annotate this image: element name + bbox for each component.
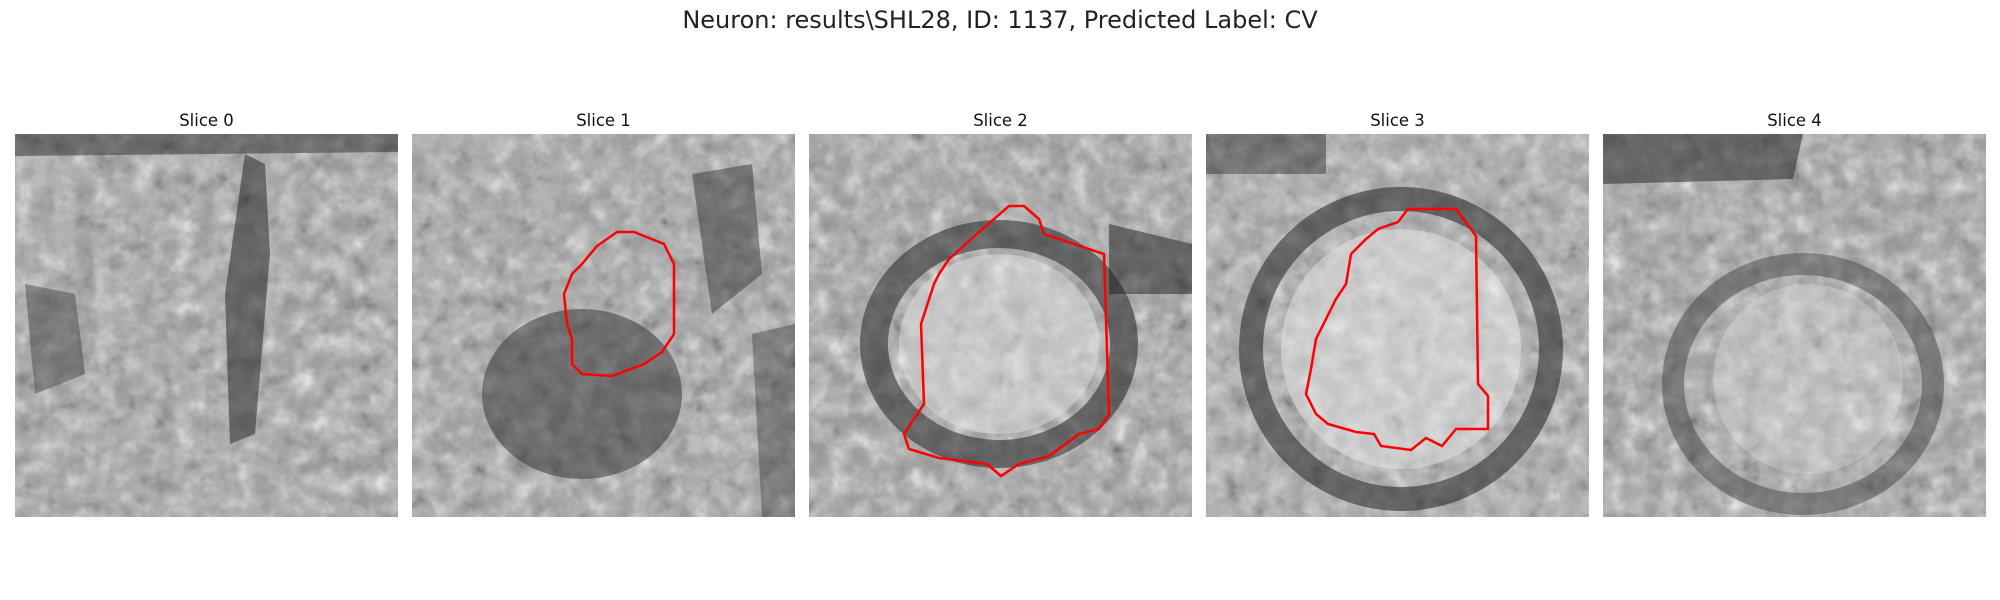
- slice-1-svg: [412, 134, 795, 517]
- slice-panel-4: Slice 4: [1603, 108, 1986, 517]
- slice-0-svg: [15, 134, 398, 517]
- slice-image-2: [809, 134, 1192, 517]
- slice-image-0: [15, 134, 398, 517]
- slice-panel-1: Slice 1: [412, 108, 795, 517]
- slice-image-3: [1206, 134, 1589, 517]
- slice-title-1: Slice 1: [576, 111, 631, 130]
- slice-image-1: [412, 134, 795, 517]
- slice-title-0: Slice 0: [179, 111, 234, 130]
- contour-2: [902, 204, 1111, 478]
- slice-title-2: Slice 2: [973, 111, 1028, 130]
- contour-1: [562, 230, 676, 378]
- slice-image-4: [1603, 134, 1986, 517]
- slice-title-4: Slice 4: [1767, 111, 1822, 130]
- slice-panel-2: Slice 2: [809, 108, 1192, 517]
- figure-title: Neuron: results\SHL28, ID: 1137, Predict…: [682, 6, 1318, 34]
- slice-2-svg: [809, 134, 1192, 517]
- slice-4-svg: [1603, 134, 1986, 517]
- slice-3-svg: [1206, 134, 1589, 517]
- slice-title-3: Slice 3: [1370, 111, 1425, 130]
- contour-3: [1304, 207, 1490, 452]
- slice-panel-0: Slice 0: [15, 108, 398, 517]
- slice-panel-3: Slice 3: [1206, 108, 1589, 517]
